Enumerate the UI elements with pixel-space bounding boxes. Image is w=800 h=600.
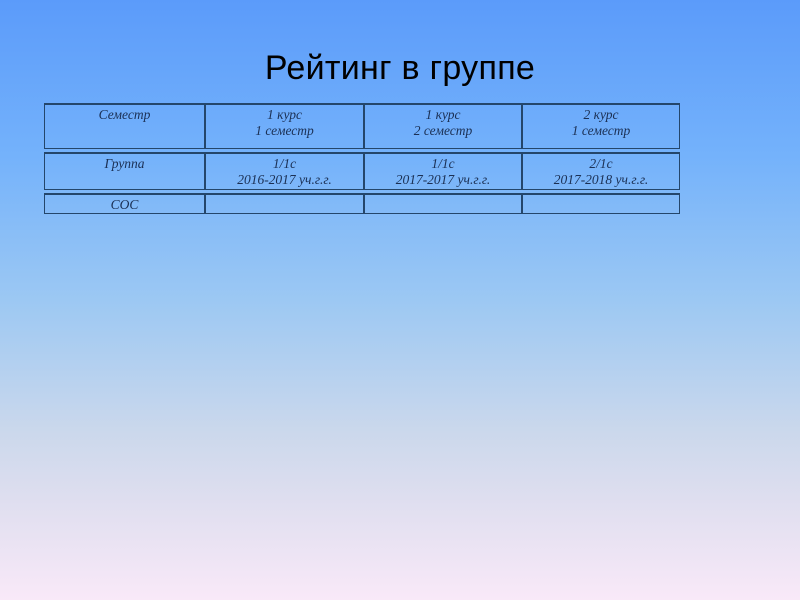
cell-sos-label: СОС [44, 193, 205, 214]
cell-group-2017-2018: 2/1с 2017-2018 уч.г.г. [522, 152, 680, 190]
table-row-group: Группа 1/1с 2016-2017 уч.г.г. 1/1с 2017-… [44, 152, 680, 190]
cell-line: 1/1с [431, 156, 455, 171]
cell-line: Группа [104, 156, 145, 171]
cell-empty [522, 193, 680, 214]
cell-line: 2017-2018 уч.г.г. [553, 172, 649, 187]
cell-line: 1 семестр [255, 123, 314, 138]
slide-title: Рейтинг в группе [264, 49, 536, 87]
cell-group-label: Группа [44, 152, 205, 190]
table-row-sos: СОС [44, 193, 680, 214]
cell-line: 1/1с [272, 156, 297, 171]
cell-line: 2 курс [583, 107, 619, 122]
cell-course1-sem2: 1 курс 2 семестр [364, 103, 522, 149]
cell-group-2016-2017: 1/1с 2016-2017 уч.г.г. [205, 152, 364, 190]
cell-empty [364, 193, 522, 214]
cell-line: 1 курс [267, 107, 302, 122]
cell-line: Семестр [98, 107, 151, 122]
cell-line: 2017-2017 уч.г.г. [395, 172, 491, 187]
cell-course2-sem1: 2 курс 1 семестр [522, 103, 680, 149]
rating-table: Семестр 1 курс 1 семестр 1 курс 2 семест… [44, 100, 680, 217]
table-row-semester: Семестр 1 курс 1 семестр 1 курс 2 семест… [44, 103, 680, 149]
cell-semester-label: Семестр [44, 103, 205, 149]
cell-line: 2016-2017 уч.г.г. [237, 172, 332, 187]
cell-line: 1 семестр [571, 123, 631, 138]
cell-line: 2/1с [589, 156, 613, 171]
cell-course1-sem1: 1 курс 1 семестр [205, 103, 364, 149]
cell-empty [205, 193, 364, 214]
cell-group-2017-2017: 1/1с 2017-2017 уч.г.г. [364, 152, 522, 190]
cell-line: 1 курс [425, 107, 461, 122]
cell-line: СОС [110, 197, 139, 212]
cell-line: 2 семестр [413, 123, 473, 138]
